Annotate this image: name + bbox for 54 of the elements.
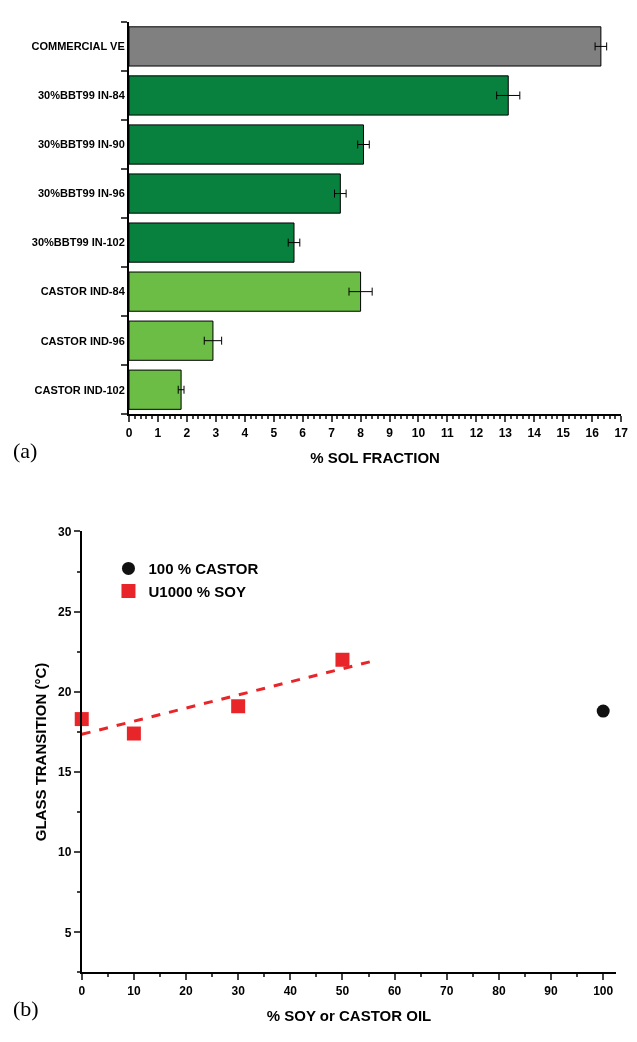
text: (a) [13, 438, 38, 463]
point [335, 652, 350, 667]
y-tick-label: 30%BBT99 IN-90 [37, 138, 125, 151]
y-tick-label: COMMERCIAL VE [31, 40, 125, 53]
x-tick-label: 6 [299, 425, 307, 440]
y-tick-label: 30%BBT99 IN-84 [37, 89, 126, 102]
x-axis-title: % SOY or CASTOR OIL [266, 1007, 432, 1025]
x-tick-label: 8 [357, 425, 365, 440]
y-tick-label: 15 [57, 765, 72, 780]
point [231, 699, 246, 714]
x-tick-label: 10 [127, 983, 141, 998]
x-tick-label: 4 [241, 425, 249, 440]
x-tick-label: 40 [283, 983, 298, 998]
x-tick-label: 90 [544, 983, 559, 998]
y-tick-label: CASTOR IND-84 [40, 285, 126, 298]
y-tick-label: 25 [57, 604, 72, 619]
x-tick-label: 50 [335, 983, 350, 998]
point [596, 704, 610, 718]
legend-label: U1000 % SOY [148, 582, 247, 600]
x-tick-label: 11 [441, 425, 455, 440]
x-tick-label: 13 [498, 425, 513, 440]
x-tick-label: 20 [179, 983, 194, 998]
text: (b) [13, 996, 39, 1021]
y-tick-label: 30%BBT99 IN-96 [37, 187, 125, 200]
x-tick-label: 7 [328, 425, 336, 440]
x-tick-label: 1 [154, 425, 162, 440]
x-tick-label: 12 [469, 425, 484, 440]
y-tick-label: 30%BBT99 IN-102 [31, 236, 125, 249]
x-tick-label: 3 [212, 425, 220, 440]
y-axis-title: GLASS TRANSITION (°C) [31, 662, 49, 842]
x-tick-label: 16 [585, 425, 600, 440]
legend-label: 100 % CASTOR [148, 560, 259, 578]
y-tick-label: 30 [57, 524, 72, 539]
x-tick-label: 0 [78, 983, 86, 998]
x-tick-label: 60 [387, 983, 402, 998]
y-tick-label: CASTOR IND-102 [34, 383, 125, 396]
y-tick-label: CASTOR IND-96 [40, 334, 125, 347]
x-tick-label: 2 [183, 425, 191, 440]
x-tick-label: 80 [492, 983, 506, 998]
point [126, 726, 141, 741]
x-tick-label: 30 [231, 983, 246, 998]
x-tick-label: 100 [593, 983, 614, 998]
x-tick-label: 14 [527, 425, 542, 440]
x-tick-label: 10 [411, 425, 426, 440]
x-tick-label: 15 [556, 425, 571, 440]
x-tick-label: 70 [440, 983, 454, 998]
x-tick-label: 9 [386, 425, 394, 440]
x-tick-label: 5 [270, 425, 278, 440]
x-tick-label: 17 [614, 425, 629, 440]
y-tick-label: 5 [64, 925, 72, 940]
y-tick-label: 10 [57, 845, 72, 860]
y-tick-label: 20 [57, 685, 72, 700]
x-axis-title: % SOL FRACTION [310, 449, 440, 467]
x-tick-label: 0 [125, 425, 133, 440]
